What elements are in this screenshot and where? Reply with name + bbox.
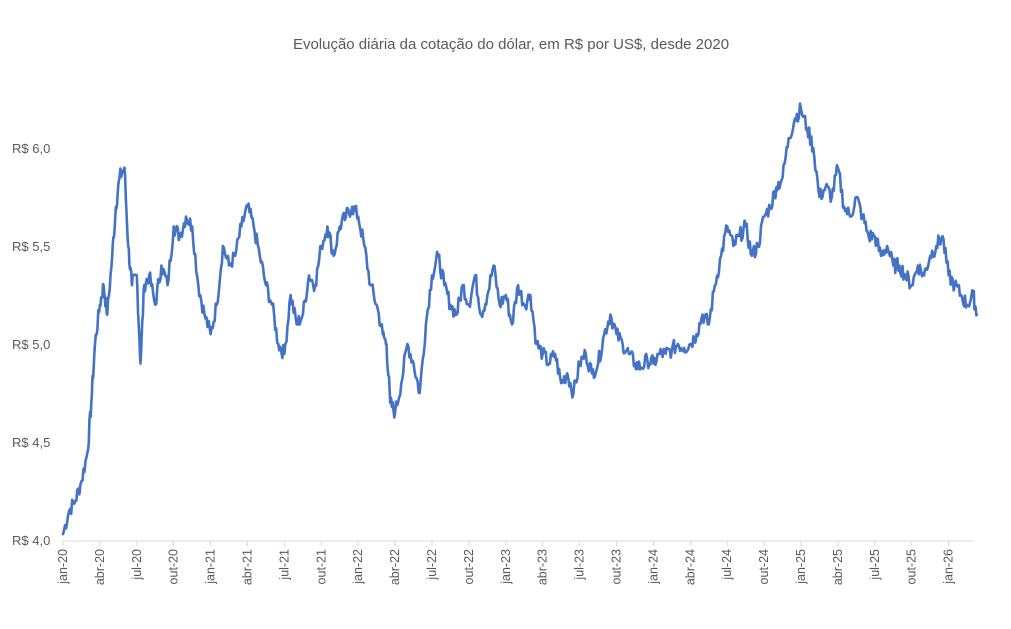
x-tick-label: jul-20: [130, 549, 144, 581]
x-tick-label: abr-23: [536, 549, 550, 585]
x-tick-label: jan-23: [499, 549, 513, 585]
y-tick-label: R$ 4,5: [12, 435, 50, 450]
x-tick-label: jul-22: [425, 549, 439, 581]
x-tick-label: out-21: [314, 549, 328, 584]
y-tick-label: R$ 4,0: [12, 533, 50, 548]
y-tick-label: R$ 5,5: [12, 239, 50, 254]
series-line-usd-brl: [61, 102, 979, 536]
x-tick-label: out-20: [167, 549, 181, 584]
x-axis-ticks: jan-20 abr-20 jul-20 out-20 jan-21 abr-21 jul-…: [56, 541, 956, 585]
y-axis-ticks: R$ 4,0 R$ 4,5 R$ 5,0 R$ 5,5 R$ 6,0: [12, 141, 50, 548]
x-tick-label: jan-24: [646, 549, 660, 585]
x-tick-label: abr-21: [241, 549, 255, 585]
x-tick-label: jul-21: [277, 549, 291, 581]
x-tick-label: jan-26: [942, 549, 956, 585]
y-tick-label: R$ 6,0: [12, 141, 50, 156]
x-tick-label: abr-22: [388, 549, 402, 585]
x-tick-label: abr-20: [93, 549, 107, 585]
x-tick-label: jul-24: [720, 549, 734, 581]
x-tick-label: out-23: [610, 549, 624, 584]
x-tick-label: abr-25: [831, 549, 845, 585]
chart-title: Evolução diária da cotação do dólar, em …: [293, 36, 729, 53]
y-tick-label: R$ 5,0: [12, 337, 50, 352]
x-tick-label: out-24: [757, 549, 771, 584]
x-tick-label: jul-25: [868, 549, 882, 581]
x-tick-label: jul-23: [573, 549, 587, 581]
x-tick-label: jan-22: [351, 549, 365, 585]
x-tick-label: jan-21: [204, 549, 218, 585]
x-tick-label: abr-24: [683, 549, 697, 585]
x-tick-label: out-25: [905, 549, 919, 584]
x-tick-label: jan-20: [56, 549, 70, 585]
x-tick-label: out-22: [462, 549, 476, 584]
x-tick-label: jan-25: [794, 549, 808, 585]
